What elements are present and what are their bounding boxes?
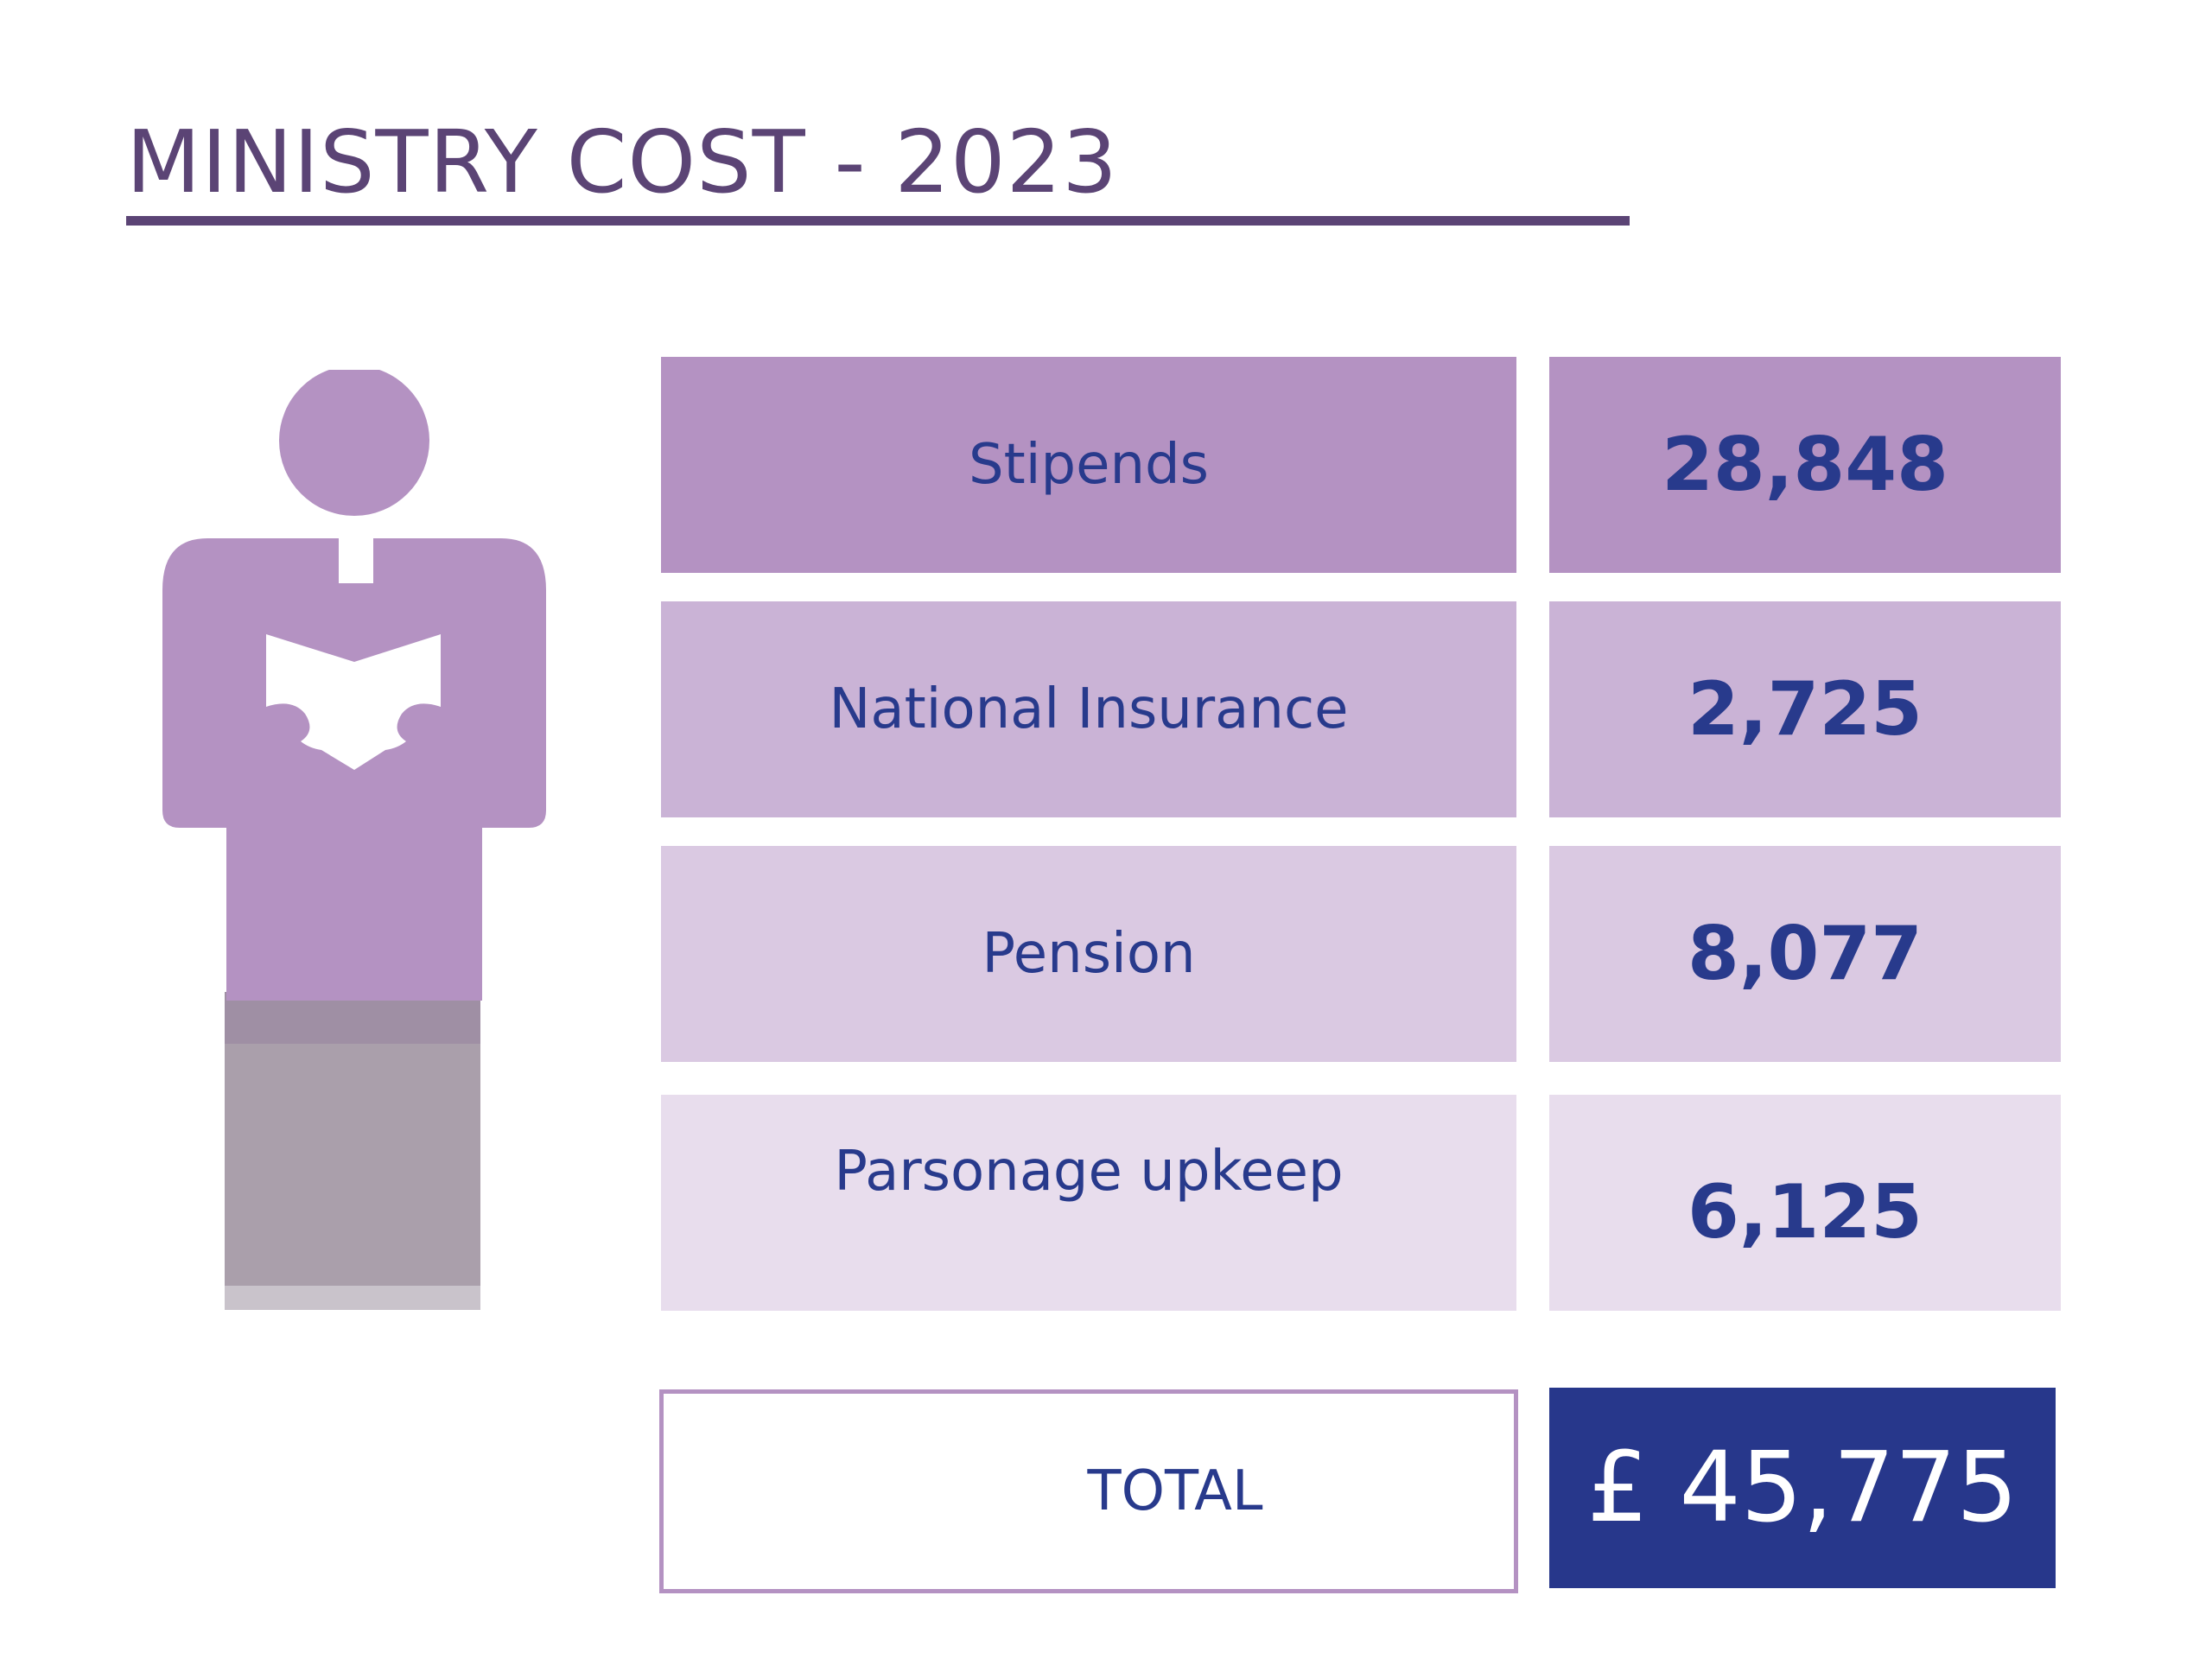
row-label-stipends: Stipends — [661, 357, 1516, 573]
row-value-stipends: 28,848 — [1549, 357, 2061, 573]
figure-head — [279, 370, 429, 516]
book-icon — [266, 634, 441, 770]
total-label: TOTAL — [659, 1389, 1518, 1593]
figure-legs-shadow — [225, 1286, 480, 1310]
row-value-pension: 8,077 — [1549, 846, 2061, 1062]
row-value-national-insurance: 2,725 — [1549, 601, 2061, 817]
title-underline — [126, 216, 1630, 226]
figure-collar — [339, 538, 373, 583]
row-label-pension: Pension — [661, 846, 1516, 1062]
clergy-person-reading-book-icon — [162, 370, 546, 1310]
row-label-national-insurance: National Insurance — [661, 601, 1516, 817]
total-value: £ 45,775 — [1549, 1388, 2056, 1588]
row-value-parsonage-upkeep: 6,125 — [1549, 1095, 2061, 1311]
row-label-parsonage-upkeep: Parsonage upkeep — [661, 1095, 1516, 1311]
page-title: MINISTRY COST - 2023 — [126, 111, 1118, 213]
